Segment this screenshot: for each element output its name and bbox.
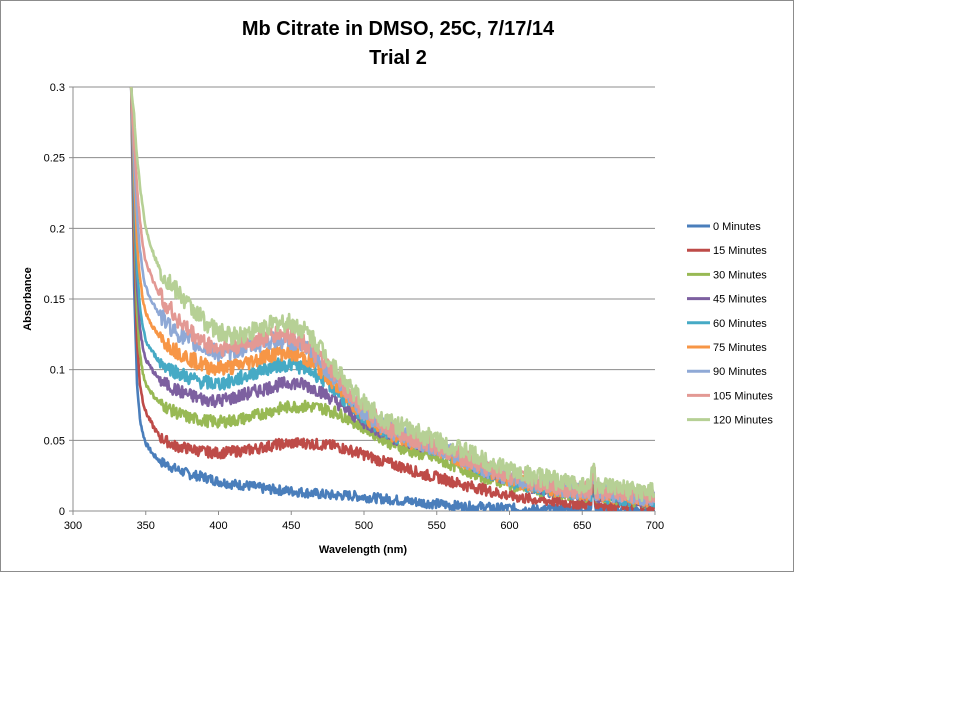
x-tick-label: 450 (282, 520, 300, 532)
series-group (129, 87, 655, 511)
legend-label: 90 Minutes (713, 366, 767, 378)
y-tick-label: 0.3 (50, 82, 65, 94)
x-tick-label: 650 (573, 520, 591, 532)
x-tick-label: 600 (500, 520, 518, 532)
series-line (129, 87, 655, 508)
series-line (129, 87, 655, 511)
y-tick-label: 0.15 (44, 294, 65, 306)
x-tick-label: 400 (209, 520, 227, 532)
chart-title: Mb Citrate in DMSO, 25C, 7/17/14 (242, 18, 555, 40)
gridlines (73, 86, 655, 441)
legend-label: 120 Minutes (713, 415, 773, 427)
legend-label: 105 Minutes (713, 390, 773, 402)
x-axis-title: Wavelength (nm) (319, 544, 408, 556)
legend-label: 30 Minutes (713, 269, 767, 281)
chart-subtitle: Trial 2 (369, 47, 427, 69)
chart-area: Mb Citrate in DMSO, 25C, 7/17/14 Trial 2… (0, 0, 794, 572)
tick-labels: 0 0.05 0.1 0.15 0.2 0.25 0.3 300 350 400 450 500 550… (44, 82, 665, 532)
series-lines (129, 87, 655, 511)
chart-svg: Mb Citrate in DMSO, 25C, 7/17/14 Trial 2… (22, 18, 773, 556)
legend: 0 Minutes 15 Minutes 30 Minutes 45 Minutes 6… (687, 221, 773, 427)
legend-label: 60 Minutes (713, 318, 767, 330)
y-tick-label: 0.05 (44, 435, 65, 447)
y-tick-label: 0.1 (50, 365, 65, 377)
legend-label: 45 Minutes (713, 294, 767, 306)
x-tick-label: 300 (64, 520, 82, 532)
x-tick-label: 550 (428, 520, 446, 532)
y-tick-label: 0.2 (50, 223, 65, 235)
x-tick-label: 500 (355, 520, 373, 532)
legend-label: 75 Minutes (713, 342, 767, 354)
y-axis-title: Absorbance (22, 267, 34, 331)
x-tick-label: 700 (646, 520, 664, 532)
legend-label: 15 Minutes (713, 245, 767, 257)
series-line (129, 87, 655, 503)
y-tick-label: 0 (59, 506, 65, 518)
series-line (129, 87, 655, 511)
x-tick-label: 350 (137, 520, 155, 532)
legend-label: 0 Minutes (713, 221, 761, 233)
y-tick-label: 0.25 (44, 153, 65, 165)
